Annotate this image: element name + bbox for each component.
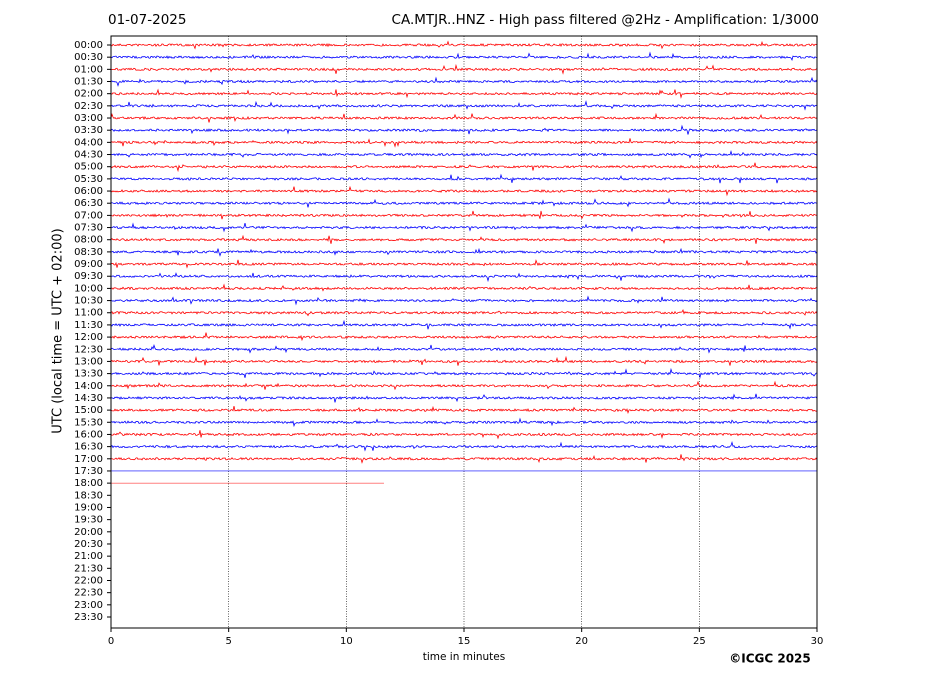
y-tick-label: 20:00 [74,527,103,538]
trace [110,355,818,366]
y-tick-label: 08:30 [74,247,103,258]
y-tick-label: 02:30 [74,101,103,112]
trace [110,380,818,391]
y-tick-label: 04:30 [74,150,103,161]
y-tick-label: 07:30 [74,223,103,234]
trace [110,40,818,50]
y-tick-label: 12:00 [74,332,103,343]
y-tick-label: 06:00 [74,186,103,197]
y-tick-label: 18:00 [74,478,103,489]
y-tick-label: 13:30 [74,369,103,380]
trace [110,210,818,220]
y-tick-label: 12:30 [74,344,103,355]
y-tick-label: 07:00 [74,210,103,221]
trace [110,417,818,428]
y-tick-label: 15:00 [74,405,103,416]
y-tick-label: 00:00 [74,40,103,51]
y-tick-label: 15:30 [74,417,103,428]
y-tick-label: 09:00 [74,259,103,270]
trace [110,319,818,330]
credit: ©ICGC 2025 [729,652,811,666]
trace [110,440,818,452]
x-tick-label: 15 [458,636,471,647]
trace [110,112,818,123]
trace [110,185,818,197]
x-tick-label: 25 [693,636,706,647]
y-tick-label: 22:30 [74,588,103,599]
y-tick-label: 01:00 [74,64,103,75]
trace [110,283,818,292]
y-tick-label: 03:00 [74,113,103,124]
y-tick-label: 05:00 [74,162,103,173]
trace [110,51,818,62]
y-tick-label: 21:30 [74,563,103,574]
trace [110,222,818,233]
x-axis-label: time in minutes [423,651,505,663]
trace [110,88,818,99]
y-tick-label: 10:30 [74,296,103,307]
plot-frame [110,35,818,629]
x-tick-label: 5 [225,636,231,647]
trace [110,173,818,184]
trace [110,76,818,87]
trace [110,295,818,306]
y-tick-label: 03:30 [74,125,103,136]
y-tick-label: 10:00 [74,283,103,294]
y-tick-label: 14:30 [74,393,103,404]
y-tick-label: 09:30 [74,271,103,282]
trace [110,308,818,317]
y-tick-label: 01:30 [74,77,103,88]
trace [110,234,818,244]
y-tick-label: 13:00 [74,356,103,367]
y-tick-label: 00:30 [74,52,103,63]
trace [110,454,818,464]
y-tick-label: 20:30 [74,539,103,550]
y-tick-label: 19:00 [74,502,103,513]
trace [110,197,818,208]
y-tick-label: 05:30 [74,174,103,185]
y-tick-label: 21:00 [74,551,103,562]
y-tick-label: 23:30 [74,612,103,623]
y-tick-label: 14:00 [74,381,103,392]
trace [110,367,818,379]
y-tick-label: 11:30 [74,320,103,331]
y-tick-label: 08:00 [74,235,103,246]
trace [110,63,818,75]
trace [110,344,818,354]
trace [110,162,818,173]
trace [110,259,818,269]
y-axis-label: UTC (local time = UTC + 02:00) [51,228,66,433]
y-tick-label: 16:30 [74,442,103,453]
trace [110,149,818,159]
y-tick-label: 04:00 [74,137,103,148]
trace [110,272,818,283]
trace [110,124,818,135]
y-tick-label: 16:00 [74,429,103,440]
x-tick-label: 0 [108,636,114,647]
y-tick-label: 02:00 [74,89,103,100]
y-tick-label: 06:30 [74,198,103,209]
trace [110,430,818,440]
date: 01-07-2025 [108,12,186,28]
y-tick-label: 22:00 [74,575,103,586]
y-tick-label: 23:00 [74,600,103,611]
trace [110,247,818,257]
x-tick-label: 20 [575,636,588,647]
y-tick-label: 19:30 [74,515,103,526]
y-tick-label: 18:30 [74,490,103,501]
trace [110,405,818,414]
chart-title: CA.MTJR..HNZ - High pass filtered @2Hz -… [392,12,819,28]
y-tick-label: 11:00 [74,308,103,319]
trace [110,138,818,148]
trace [110,100,818,111]
y-tick-label: 17:30 [74,466,103,477]
trace [110,332,818,342]
trace [110,393,818,403]
x-tick-label: 30 [811,636,824,647]
y-tick-label: 17:00 [74,454,103,465]
x-tick-label: 10 [340,636,353,647]
